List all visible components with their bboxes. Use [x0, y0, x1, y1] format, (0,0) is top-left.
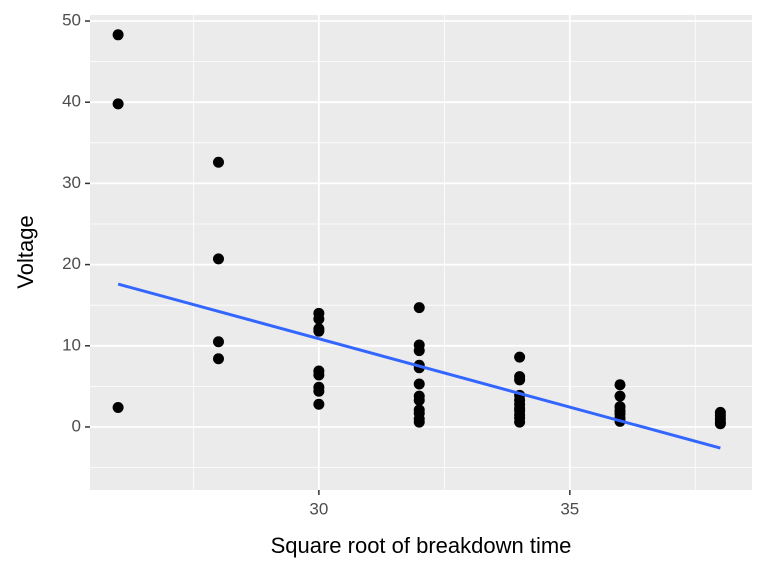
point: [413, 302, 425, 314]
x-axis-title: Square root of breakdown time: [271, 533, 572, 558]
point: [514, 351, 526, 363]
point: [514, 416, 526, 428]
point: [413, 378, 425, 390]
point: [413, 416, 425, 428]
point: [313, 325, 325, 337]
point: [313, 385, 325, 397]
point: [112, 402, 124, 414]
y-tick-label: 20: [62, 254, 81, 273]
y-tick-label: 0: [72, 416, 81, 435]
y-tick-label: 40: [62, 92, 81, 111]
point: [714, 418, 726, 430]
point: [413, 394, 425, 406]
y-tick-label: 50: [62, 10, 81, 29]
point: [112, 29, 124, 41]
point: [313, 398, 325, 410]
x-tick-label: 35: [560, 499, 579, 518]
point: [212, 353, 224, 365]
point: [212, 253, 224, 265]
grid: [90, 15, 752, 490]
point: [413, 345, 425, 357]
x-tick-label: 30: [309, 499, 328, 518]
point: [614, 379, 626, 391]
point: [212, 156, 224, 168]
point: [614, 390, 626, 402]
y-tick-label: 30: [62, 173, 81, 192]
fit-line: [117, 282, 721, 450]
point: [112, 98, 124, 110]
point: [313, 313, 325, 325]
marks: [112, 29, 726, 450]
y-axis-title: Voltage: [13, 215, 38, 288]
y-tick-label: 10: [62, 335, 81, 354]
point: [514, 374, 526, 386]
point: [212, 336, 224, 348]
point: [313, 369, 325, 381]
